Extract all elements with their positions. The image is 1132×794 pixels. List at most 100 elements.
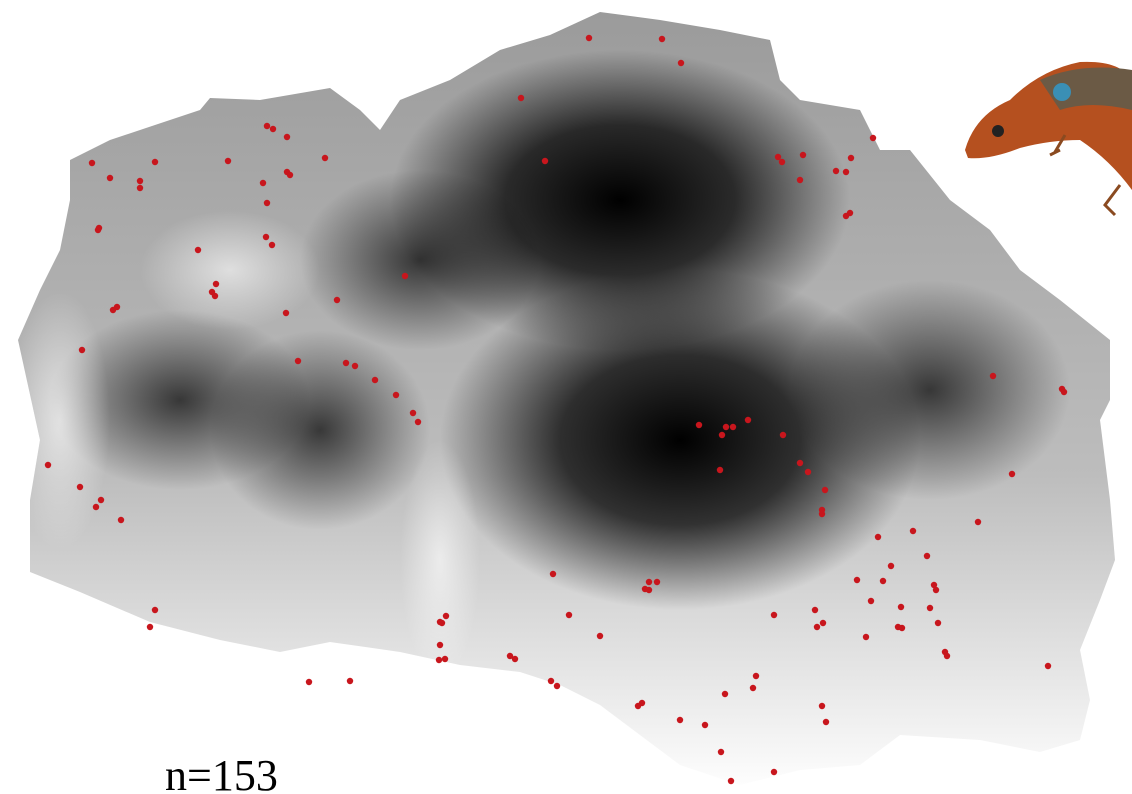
occurrence-point — [797, 460, 803, 466]
occurrence-point — [402, 273, 408, 279]
occurrence-point — [443, 613, 449, 619]
occurrence-point — [880, 578, 886, 584]
occurrence-point — [597, 633, 603, 639]
occurrence-point — [771, 769, 777, 775]
occurrence-point — [542, 158, 548, 164]
occurrence-point — [442, 656, 448, 662]
occurrence-point — [93, 504, 99, 510]
occurrence-point — [586, 35, 592, 41]
occurrence-point — [98, 497, 104, 503]
elevation-relief — [0, 0, 1132, 794]
occurrence-point — [833, 168, 839, 174]
occurrence-point — [814, 624, 820, 630]
occurrence-point — [306, 679, 312, 685]
occurrence-point — [875, 534, 881, 540]
occurrence-point — [771, 612, 777, 618]
occurrence-point — [800, 152, 806, 158]
occurrence-point — [284, 134, 290, 140]
occurrence-point — [659, 36, 665, 42]
occurrence-point — [372, 377, 378, 383]
occurrence-point — [77, 484, 83, 490]
occurrence-point — [730, 424, 736, 430]
occurrence-point — [822, 487, 828, 493]
occurrence-point — [45, 462, 51, 468]
occurrence-point — [295, 358, 301, 364]
map: n=153 — [0, 0, 1132, 794]
occurrence-point — [696, 422, 702, 428]
occurrence-point — [646, 579, 652, 585]
occurrence-point — [550, 571, 556, 577]
occurrence-point — [990, 373, 996, 379]
occurrence-point — [1061, 389, 1067, 395]
occurrence-point — [677, 717, 683, 723]
occurrence-point — [334, 297, 340, 303]
occurrence-point — [820, 620, 826, 626]
occurrence-point — [89, 160, 95, 166]
occurrence-point — [512, 656, 518, 662]
occurrence-point — [819, 703, 825, 709]
occurrence-point — [95, 227, 101, 233]
occurrence-point — [518, 95, 524, 101]
occurrence-point — [819, 511, 825, 517]
occurrence-point — [745, 417, 751, 423]
occurrence-point — [1045, 663, 1051, 669]
occurrence-point — [554, 683, 560, 689]
page: {"map": {"count_label": "n=153"}} — [0, 0, 1132, 794]
occurrence-point — [944, 653, 950, 659]
occurrence-point — [118, 517, 124, 523]
occurrence-point — [646, 587, 652, 593]
occurrence-point — [213, 281, 219, 287]
occurrence-point — [270, 126, 276, 132]
occurrence-point — [152, 607, 158, 613]
occurrence-point — [436, 657, 442, 663]
occurrence-point — [322, 155, 328, 161]
occurrence-point — [195, 247, 201, 253]
occurrence-point — [719, 432, 725, 438]
occurrence-point — [79, 347, 85, 353]
occurrence-point — [722, 691, 728, 697]
occurrence-point — [283, 310, 289, 316]
occurrence-point — [843, 169, 849, 175]
occurrence-point — [147, 624, 153, 630]
sample-count: n=153 — [165, 751, 278, 794]
occurrence-point — [152, 159, 158, 165]
occurrence-point — [753, 673, 759, 679]
occurrence-point — [260, 180, 266, 186]
occurrence-point — [888, 563, 894, 569]
occurrence-point — [780, 432, 786, 438]
occurrence-point — [805, 469, 811, 475]
occurrence-point — [410, 410, 416, 416]
occurrence-point — [728, 778, 734, 784]
occurrence-point — [110, 307, 116, 313]
occurrence-point — [750, 685, 756, 691]
occurrence-point — [927, 605, 933, 611]
occurrence-point — [437, 642, 443, 648]
occurrence-point — [264, 200, 270, 206]
occurrence-point — [843, 213, 849, 219]
occurrence-point — [352, 363, 358, 369]
occurrence-point — [898, 604, 904, 610]
occurrence-point — [863, 634, 869, 640]
occurrence-point — [107, 175, 113, 181]
occurrence-point — [212, 293, 218, 299]
occurrence-point — [702, 722, 708, 728]
occurrence-point — [264, 123, 270, 129]
occurrence-point — [393, 392, 399, 398]
occurrence-point — [870, 135, 876, 141]
occurrence-point — [848, 155, 854, 161]
occurrence-point — [269, 242, 275, 248]
occurrence-point — [823, 719, 829, 725]
occurrence-point — [797, 177, 803, 183]
occurrence-point — [437, 619, 443, 625]
occurrence-point — [775, 154, 781, 160]
occurrence-point — [263, 234, 269, 240]
occurrence-point — [924, 553, 930, 559]
occurrence-point — [137, 185, 143, 191]
occurrence-point — [812, 607, 818, 613]
occurrence-point — [137, 178, 143, 184]
occurrence-point — [654, 579, 660, 585]
occurrence-point — [935, 620, 941, 626]
occurrence-point — [723, 424, 729, 430]
occurrence-point — [717, 467, 723, 473]
occurrence-point — [225, 158, 231, 164]
